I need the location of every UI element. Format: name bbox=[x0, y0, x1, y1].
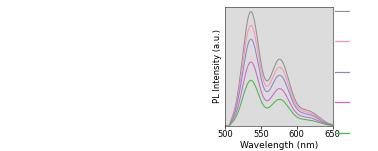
X-axis label: Wavelength (nm): Wavelength (nm) bbox=[240, 141, 318, 150]
Y-axis label: PL Intensity (a.u.): PL Intensity (a.u.) bbox=[213, 29, 222, 103]
